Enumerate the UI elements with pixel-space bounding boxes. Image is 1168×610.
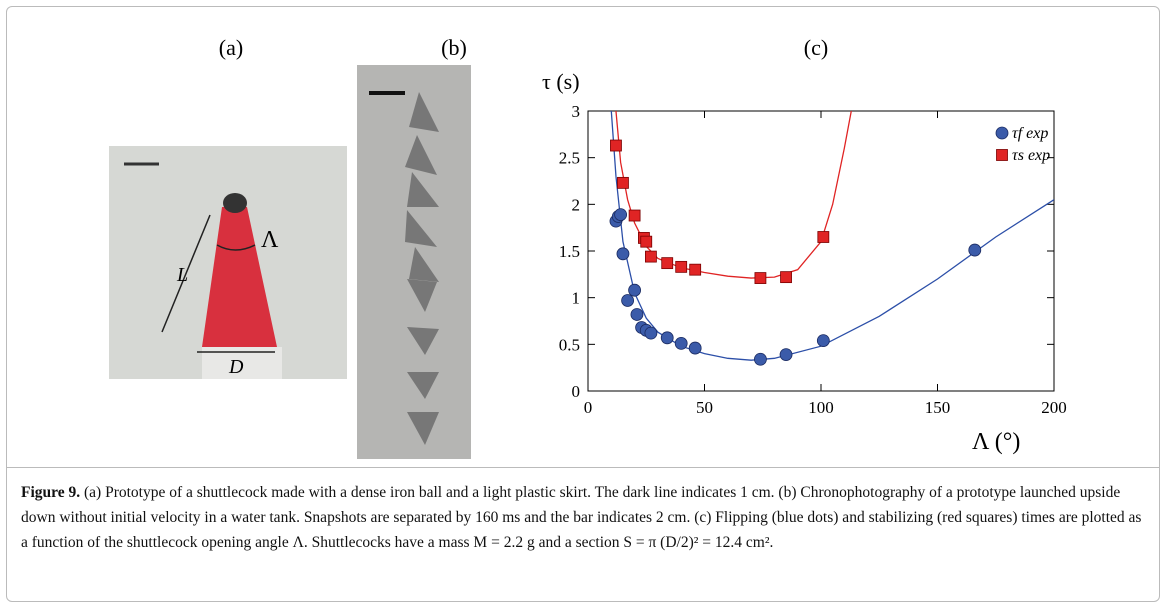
- marker-square: [996, 149, 1008, 161]
- caption: Figure 9. (a) Prototype of a shuttlecock…: [7, 467, 1159, 601]
- photo-annotation: D: [228, 356, 244, 378]
- marker-square: [780, 271, 792, 284]
- x-tick-label: 150: [925, 398, 951, 417]
- marker-square: [617, 176, 629, 189]
- marker-square: [645, 250, 657, 263]
- marker-circle: [688, 341, 702, 355]
- y-tick-label: 2.5: [559, 149, 580, 168]
- marker-circle: [779, 348, 793, 362]
- x-tick-label: 200: [1041, 398, 1067, 417]
- legend-label: τf exp: [1012, 125, 1048, 142]
- marker-circle: [644, 326, 658, 340]
- marker-circle: [616, 247, 630, 261]
- plot-area: [609, 111, 1054, 366]
- panel-label: (a): [219, 35, 243, 60]
- y-tick-label: 1: [572, 289, 581, 308]
- marker-circle: [968, 243, 982, 257]
- caption-label: Figure 9.: [21, 484, 81, 501]
- marker-circle: [630, 308, 644, 321]
- figure-panels: (a) (b) (c) L D Λ τ (s) Λ (°) 0 0.5 1 1.5 2 2…: [109, 35, 1067, 459]
- x-tick-label: 0: [584, 398, 593, 417]
- photo-annotation: L: [176, 264, 188, 286]
- marker-square: [675, 260, 688, 273]
- plot-frame: [587, 110, 1055, 392]
- x-tick-label: 100: [808, 398, 834, 417]
- y-tick-label: 0: [572, 382, 581, 401]
- marker-square: [817, 231, 830, 243]
- y-tick-label: 2: [572, 195, 581, 214]
- y-tick-label: 1.5: [559, 242, 580, 261]
- marker-circle: [754, 352, 767, 366]
- marker-circle: [614, 208, 628, 222]
- chart: τ (s) Λ (°) 0 0.5 1 1.5 2 2.5 3 0 50 100 150 200 τf …: [542, 69, 1067, 455]
- fit-line: [610, 111, 1054, 361]
- marker-circle: [628, 283, 641, 297]
- panel-label: (b): [441, 35, 467, 60]
- y-tick-label: 3: [572, 102, 581, 121]
- caption-text: (a) Prototype of a shuttlecock made with…: [21, 484, 1142, 551]
- marker-circle: [995, 126, 1009, 140]
- figure: (a) (b) (c) L D Λ τ (s) Λ (°) 0 0.5 1 1.5 2 2…: [6, 6, 1160, 602]
- legend-label: τs exp: [1012, 147, 1050, 164]
- photo-b: [357, 65, 471, 459]
- marker-square: [661, 257, 674, 270]
- photo-a: L D Λ: [109, 146, 347, 379]
- y-tick-label: 0.5: [559, 335, 580, 354]
- panel-label: (c): [804, 35, 828, 60]
- marker-square: [610, 139, 622, 152]
- marker-circle: [816, 334, 830, 348]
- marker-square: [640, 235, 653, 248]
- x-axis-label: Λ (°): [972, 429, 1020, 455]
- x-tick-label: 50: [696, 398, 713, 417]
- marker-circle: [674, 336, 688, 350]
- marker-circle: [621, 294, 635, 307]
- y-axis-label: τ (s): [542, 69, 580, 94]
- marker-square: [628, 209, 641, 222]
- marker-square: [754, 272, 767, 284]
- marker-square: [689, 263, 702, 276]
- photo-annotation: Λ: [261, 227, 279, 253]
- marker-circle: [660, 331, 674, 345]
